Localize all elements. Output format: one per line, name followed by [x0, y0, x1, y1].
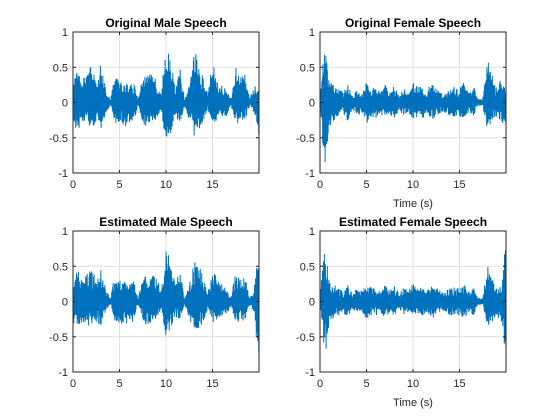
y-tick-label: -1: [305, 168, 315, 180]
y-tick-label: -0.5: [296, 133, 315, 145]
x-tick-label: 5: [363, 179, 369, 191]
y-tick-label: 1: [309, 226, 315, 238]
y-tick-label: -0.5: [296, 332, 315, 344]
y-tick-label: 0: [62, 297, 68, 309]
y-tick-label: 0.5: [300, 62, 315, 74]
x-tick-label: 5: [116, 179, 122, 191]
x-tick-label: 0: [70, 378, 76, 390]
waveform-line: [72, 53, 260, 137]
y-tick-label: -1: [305, 367, 315, 379]
x-tick-label: 10: [407, 179, 419, 191]
panel-original-male-speech: Original Male Speech 0 5 10 15 -1 -0.5 0 0.5 1: [49, 16, 260, 191]
axis-ticks: 0 5 10 15 -1 -0.5 0 0.5 1: [49, 226, 259, 390]
x-tick-label: 15: [453, 378, 465, 390]
x-tick-label: 15: [206, 179, 218, 191]
waveform-line: [72, 251, 260, 353]
x-tick-label: 10: [407, 378, 419, 390]
chart-title: Estimated Female Speech: [339, 215, 487, 229]
x-tick-label: 0: [317, 179, 323, 191]
y-tick-label: 0.5: [53, 261, 68, 273]
y-tick-label: -0.5: [49, 332, 68, 344]
waveform-line: [319, 54, 507, 163]
y-tick-label: 0.5: [300, 261, 315, 273]
axis-ticks: 0 5 10 15 -1 -0.5 0 0.5 1: [296, 226, 506, 390]
y-tick-label: 0: [309, 98, 315, 110]
x-tick-label: 5: [363, 378, 369, 390]
y-tick-label: 1: [62, 226, 68, 238]
panel-original-female-speech: Original Female Speech 0 5 10 15 -1 -0.5 0 0.5 1…: [296, 16, 507, 210]
y-tick-label: 0.5: [53, 62, 68, 74]
waveform-line: [319, 236, 507, 349]
y-tick-label: -1: [58, 168, 68, 180]
x-tick-label: 10: [160, 179, 172, 191]
chart-title: Original Female Speech: [345, 16, 481, 30]
x-tick-label: 10: [160, 378, 172, 390]
y-tick-label: 0: [309, 297, 315, 309]
chart-title: Estimated Male Speech: [99, 215, 232, 229]
x-axis-label: Time (s): [393, 198, 433, 210]
y-tick-label: -0.5: [49, 133, 68, 145]
chart-title: Original Male Speech: [105, 16, 226, 30]
x-tick-label: 0: [70, 179, 76, 191]
y-tick-label: 1: [309, 27, 315, 39]
panel-estimated-female-speech: Estimated Female Speech 0 5 10 15 -1 -0.5 0 0.5…: [296, 215, 507, 409]
y-tick-label: 0: [62, 98, 68, 110]
y-tick-label: 1: [62, 27, 68, 39]
x-axis-label: Time (s): [393, 397, 433, 409]
axis-ticks: 0 5 10 15 -1 -0.5 0 0.5 1: [296, 27, 506, 191]
x-tick-label: 15: [453, 179, 465, 191]
x-tick-label: 15: [206, 378, 218, 390]
x-tick-label: 5: [116, 378, 122, 390]
axis-ticks: 0 5 10 15 -1 -0.5 0 0.5 1: [49, 27, 259, 191]
y-tick-label: -1: [58, 367, 68, 379]
panel-estimated-male-speech: Estimated Male Speech 0 5 10 15 -1 -0.5 0 0.5 1: [49, 215, 260, 390]
x-tick-label: 0: [317, 378, 323, 390]
